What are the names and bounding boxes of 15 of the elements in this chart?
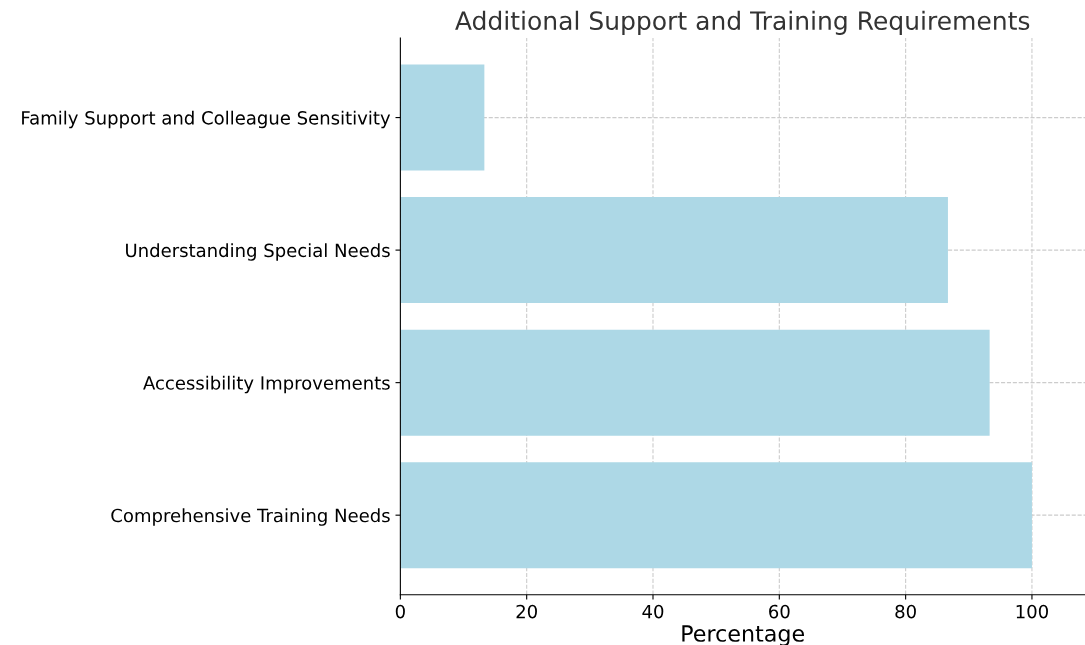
y-tick-label: Understanding Special Needs [126, 243, 390, 261]
bar [400, 197, 948, 304]
bar [400, 329, 990, 436]
y-tick-label: Accessibility Improvements [143, 375, 390, 394]
y-tick-label: Family Support and Colleague Sensitivity [22, 110, 391, 129]
x-tick-label: 20 [516, 604, 537, 619]
y-tick-label: Comprehensive Training Needs [111, 508, 390, 526]
x-tick-label: 80 [895, 604, 916, 619]
bar [400, 462, 1032, 569]
x-tick-label: 40 [642, 604, 664, 619]
x-tick-label: 0 [395, 604, 405, 619]
x-tick-label: 60 [769, 604, 790, 619]
chart-title: Additional Support and Training Requirements [455, 10, 1030, 35]
bar [400, 64, 485, 171]
x-tick-label: 100 [1016, 604, 1048, 619]
